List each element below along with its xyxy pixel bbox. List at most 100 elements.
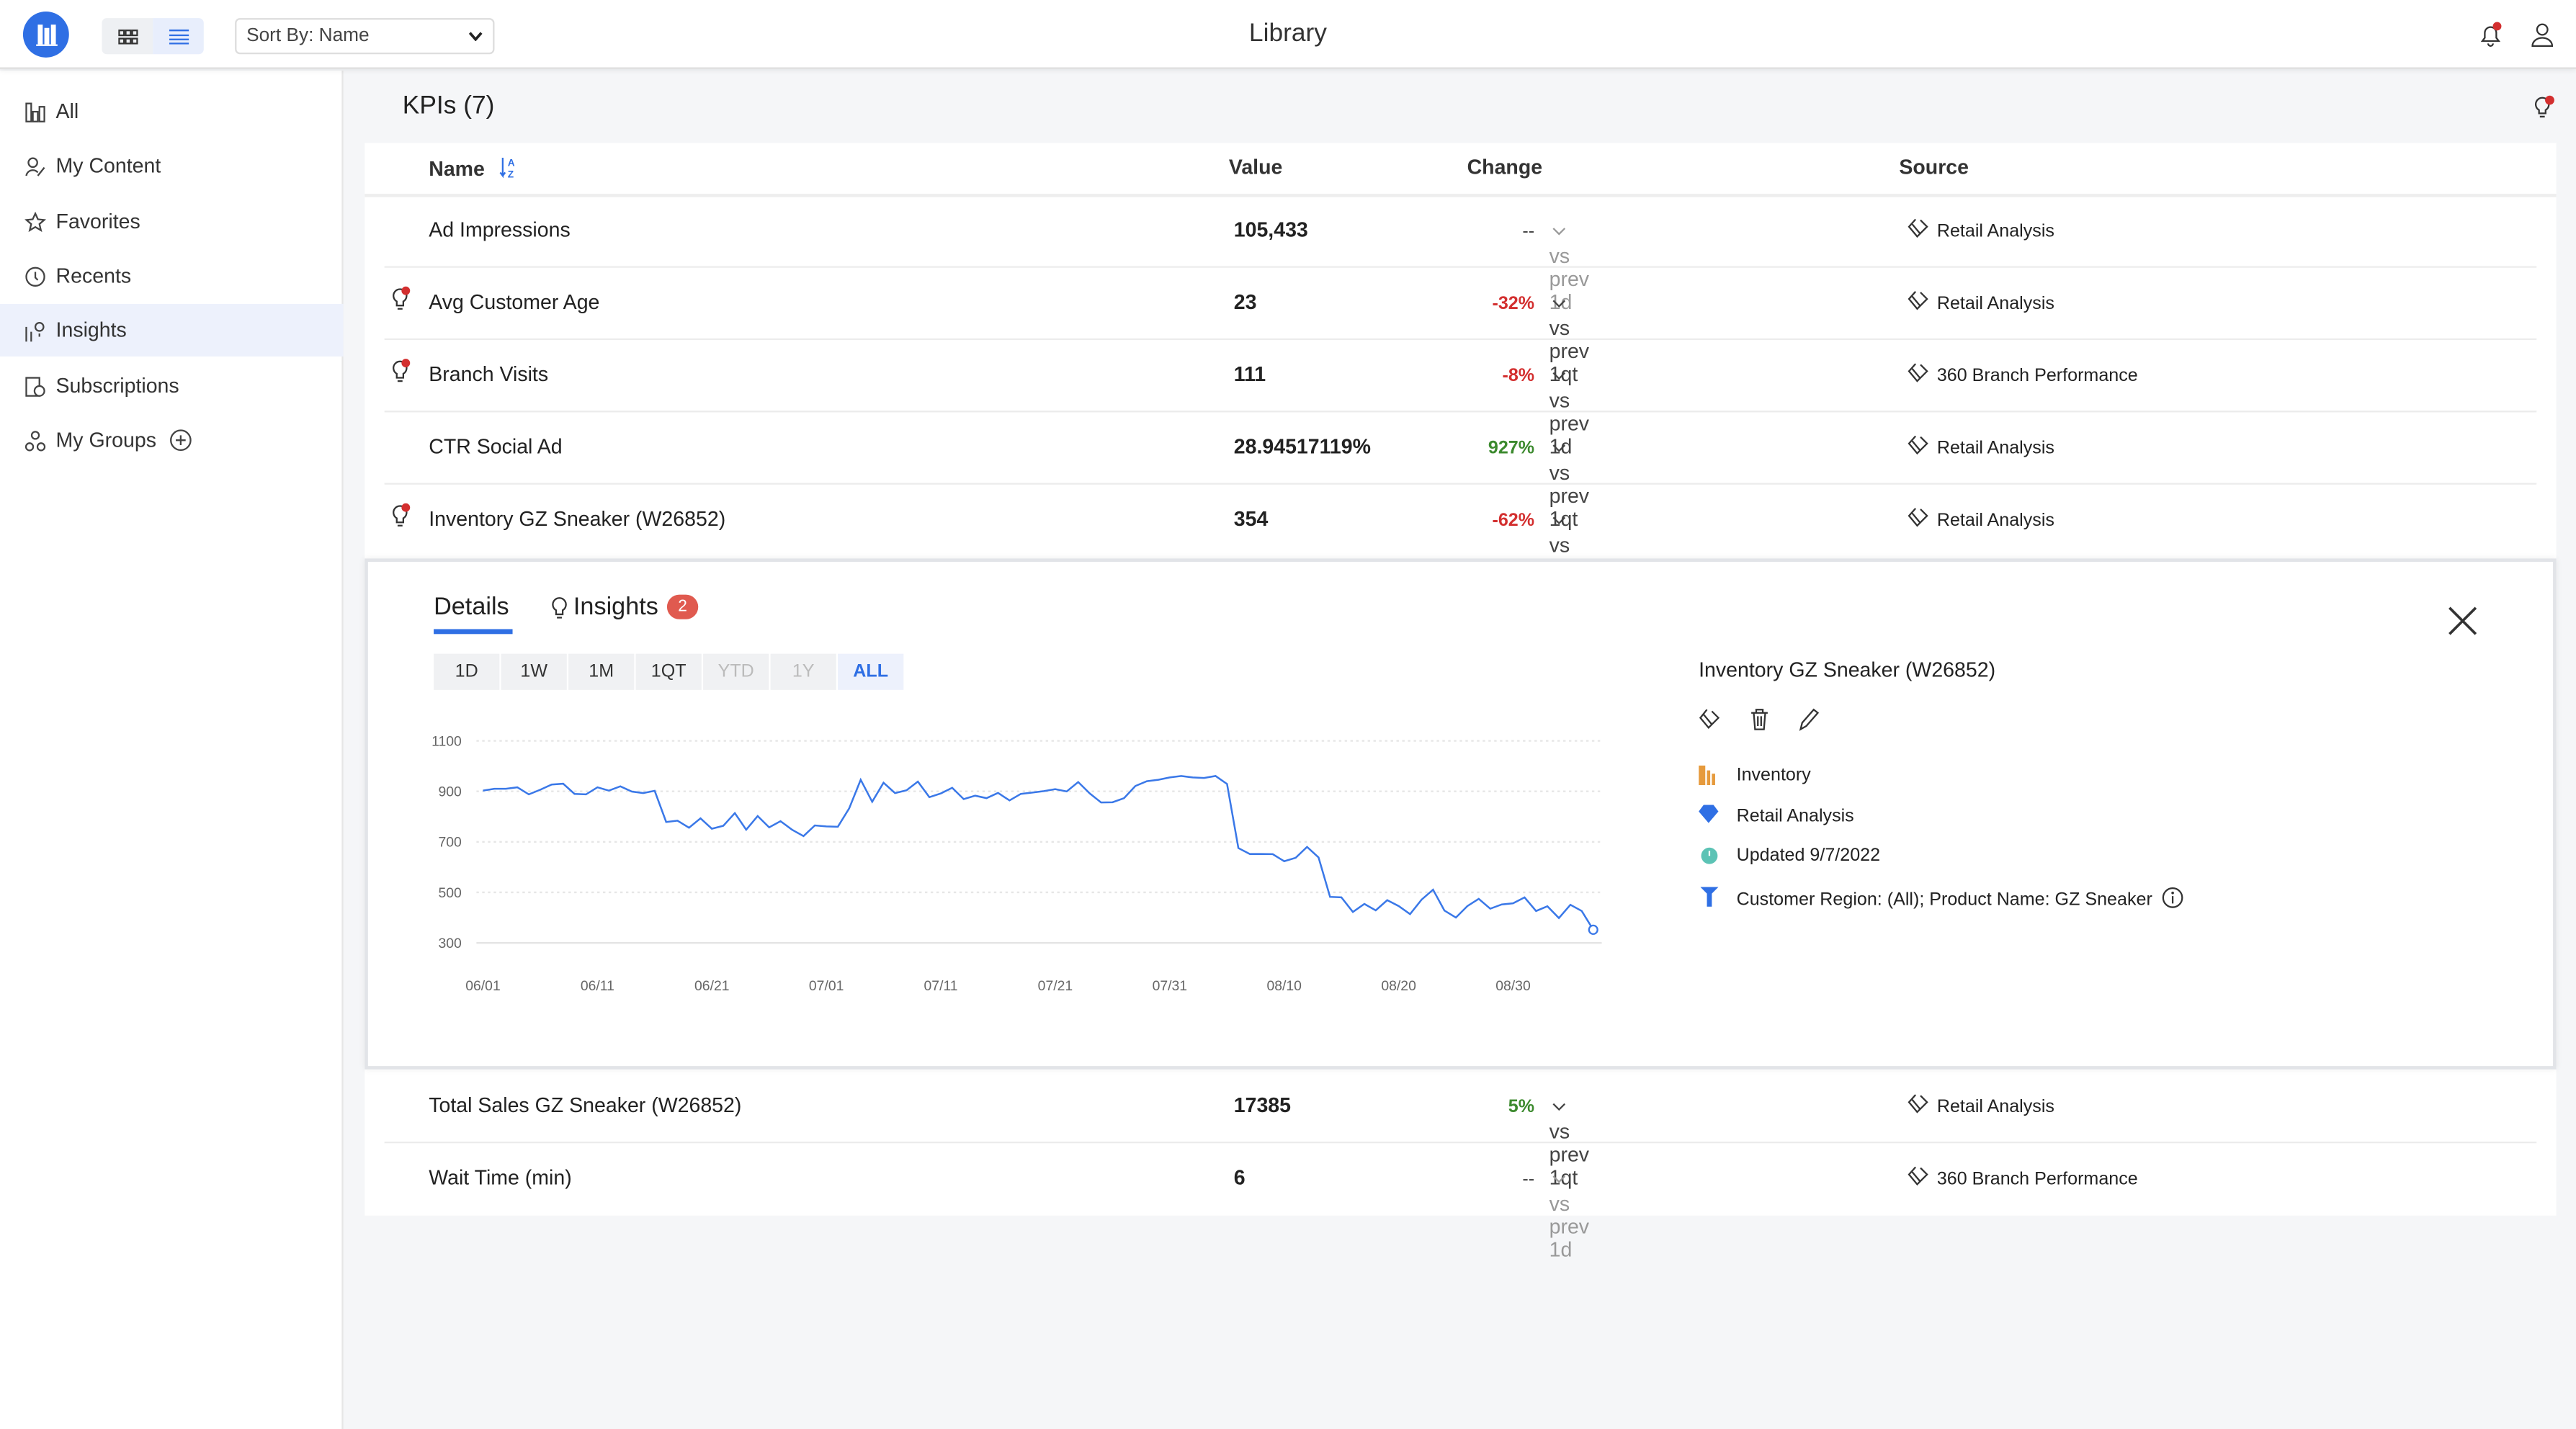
compare-dropdown[interactable]: vs prev 1d [1549,367,1589,458]
column-header-change[interactable]: Change [1467,156,1543,179]
kpi-value: 23 [1233,290,1257,314]
detail-title: Inventory GZ Sneaker (W26852) [1699,658,1996,682]
sidebar-item-subscriptions[interactable]: Subscriptions [0,359,344,412]
tab-insights[interactable]: Insights 2 [550,593,699,621]
chevron-down-icon [468,32,483,42]
insight-bulb-icon[interactable] [390,286,413,310]
sidebar-item-insights[interactable]: Insights [0,303,344,357]
app-logo[interactable] [22,11,69,58]
table-row[interactable]: Total Sales GZ Sneaker (W26852) 17385 5%… [384,1071,2537,1189]
sort-label: Sort By: Name [246,26,370,46]
detail-filter: Customer Region: (All); Product Name: GZ… [1737,887,2184,910]
grid-view-button[interactable] [102,18,153,55]
tab-details[interactable]: Details [434,593,509,622]
kpi-name[interactable]: Avg Customer Age [429,290,600,314]
kpi-source[interactable]: Retail Analysis [1936,511,2054,531]
insight-bulb-icon[interactable] [390,503,413,527]
sidebar-item-my-groups[interactable]: My Groups [0,414,344,467]
kpi-name[interactable]: CTR Social Ad [429,435,563,459]
updated-clock-icon [1701,847,1718,864]
sidebar-item-favorites[interactable]: Favorites [0,195,344,248]
clock-icon [25,266,45,286]
compare-dropdown[interactable]: vs prev 1qt [1549,294,1589,386]
compare-dropdown[interactable]: vs prev 1d [1549,1170,1589,1262]
table-row[interactable]: Wait Time (min) 6 -- vs prev 1d 360 Bran… [385,1143,2537,1262]
compare-dropdown[interactable]: vs prev 1qt [1549,1097,1589,1189]
insight-bulb-icon[interactable] [390,358,413,382]
kpi-source[interactable]: Retail Analysis [1936,294,2054,314]
compare-dropdown[interactable]: vs prev 1qt [1549,439,1589,531]
kpi-source[interactable]: Retail Analysis [1936,438,2054,459]
sidebar-item-my-content[interactable]: My Content [0,140,344,192]
table-row[interactable]: Inventory GZ Sneaker (W26852) 354 -62% v… [385,485,2537,603]
close-icon[interactable] [2448,606,2477,636]
table-row[interactable]: Branch Visits 111 -8% vs prev 1d 360 Bra… [384,340,2537,458]
kpi-value: 17385 [1233,1093,1292,1117]
chevron-down-icon [1552,1175,1566,1183]
data-point[interactable] [1588,924,1598,935]
sidebar-item-label: Recents [55,264,132,288]
dataset-icon[interactable] [1699,708,1723,731]
svg-text:Z: Z [507,169,513,179]
range-button-1w[interactable]: 1W [501,653,567,690]
add-group-icon[interactable] [169,429,192,452]
table-row[interactable]: Avg Customer Age 23 -32% vs prev 1qt Ret… [384,268,2537,386]
kpi-source[interactable]: Retail Analysis [1936,1097,2054,1117]
column-header-value[interactable]: Value [1228,156,1283,179]
compare-dropdown[interactable]: vs prev 1d [1549,222,1589,314]
sort-select[interactable]: Sort By: Name [235,18,495,55]
kpi-name[interactable]: Ad Impressions [429,218,571,242]
series-line [483,775,1594,931]
kpi-name[interactable]: Inventory GZ Sneaker (W26852) [429,507,726,531]
range-button-1y[interactable]: 1Y [770,653,836,690]
info-icon[interactable] [2163,887,2184,909]
x-tick-label: 08/10 [1266,978,1302,994]
y-tick-label: 1100 [431,733,462,749]
compare-label: vs prev 1d [1549,244,1590,314]
x-tick-label: 07/11 [924,978,958,994]
sidebar-item-label: My Content [55,154,161,178]
list-icon [168,28,189,44]
kpi-change: -- [1522,1169,1535,1190]
range-button-ytd[interactable]: YTD [703,653,769,690]
kpi-name[interactable]: Total Sales GZ Sneaker (W26852) [429,1093,742,1117]
active-tab-indicator [434,629,513,635]
range-button-1d[interactable]: 1D [434,653,500,690]
x-tick-label: 07/31 [1153,978,1188,994]
kpi-name[interactable]: Branch Visits [429,363,549,386]
insight-bulb-icon[interactable] [2530,94,2556,120]
kpi-name[interactable]: Wait Time (min) [429,1166,572,1190]
sidebar-item-label: My Groups [55,429,156,452]
range-button-all[interactable]: ALL [838,653,904,690]
compare-label: vs prev 1d [1549,1192,1590,1262]
kpi-source[interactable]: 360 Branch Performance [1936,1169,2138,1190]
sidebar-item-label: Insights [55,318,127,342]
section-title: KPIs (7) [402,91,495,120]
compare-dropdown[interactable]: vs prev 1qt [1549,511,1589,603]
library-logo-icon [36,24,58,46]
list-view-button[interactable] [153,18,204,55]
top-bar: Sort By: Name Library [0,0,2576,69]
dataset-icon [1908,291,1928,310]
table-row[interactable]: CTR Social Ad 28.94517119% 927% vs prev … [384,412,2537,531]
trash-icon[interactable] [1750,708,1769,731]
dataset-icon [1908,435,1928,455]
line-chart: 1100 900 700 500 300 06/01 06/11 06/21 07/01 07/1… [431,733,1602,994]
range-button-1qt[interactable]: 1QT [635,653,702,690]
user-icon[interactable] [2530,22,2554,48]
table-row[interactable]: Ad Impressions 105,433 -- vs prev 1d Ret… [384,195,2537,314]
sort-az-icon[interactable]: AZ [498,156,516,179]
groups-icon [24,430,46,451]
pencil-icon[interactable] [1799,708,1820,731]
kpi-source[interactable]: Retail Analysis [1936,221,2054,242]
range-button-1m[interactable]: 1M [568,653,635,690]
y-tick-label: 700 [439,835,462,851]
column-header-source[interactable]: Source [1899,156,1969,179]
kpi-source[interactable]: 360 Branch Performance [1936,366,2138,386]
sidebar-item-recents[interactable]: Recents [0,250,344,303]
sidebar-item-all[interactable]: All [0,86,344,138]
bell-icon[interactable] [2477,22,2503,48]
dataset-icon [1908,218,1928,238]
sidebar-item-label: Subscriptions [55,374,179,398]
